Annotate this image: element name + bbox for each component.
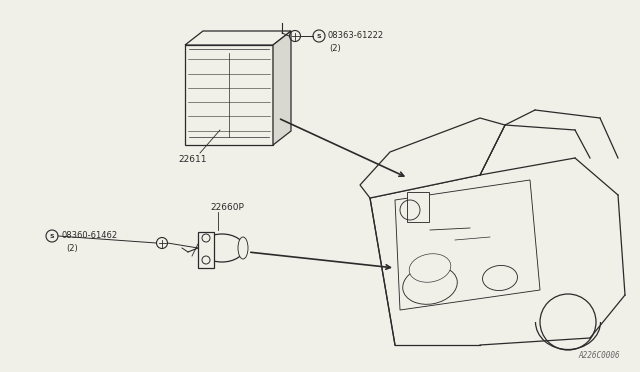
Bar [407, 192, 429, 222]
Polygon shape [360, 118, 505, 198]
Ellipse shape [238, 237, 248, 259]
Polygon shape [395, 180, 540, 310]
Text: (2): (2) [329, 44, 340, 52]
Bar [198, 232, 214, 268]
Text: A226C0006: A226C0006 [579, 351, 620, 360]
Ellipse shape [483, 266, 518, 291]
Ellipse shape [409, 254, 451, 282]
Text: S: S [317, 35, 321, 39]
Text: (2): (2) [66, 244, 77, 253]
Ellipse shape [200, 234, 244, 262]
Text: S: S [50, 234, 54, 240]
Ellipse shape [403, 266, 458, 304]
Text: 08363-61222: 08363-61222 [327, 32, 383, 41]
Polygon shape [185, 31, 291, 45]
Text: 08360-61462: 08360-61462 [61, 231, 117, 241]
Bar [185, 45, 273, 145]
Text: 22611: 22611 [178, 155, 207, 164]
Text: 22660P: 22660P [210, 203, 244, 212]
Polygon shape [273, 31, 291, 145]
